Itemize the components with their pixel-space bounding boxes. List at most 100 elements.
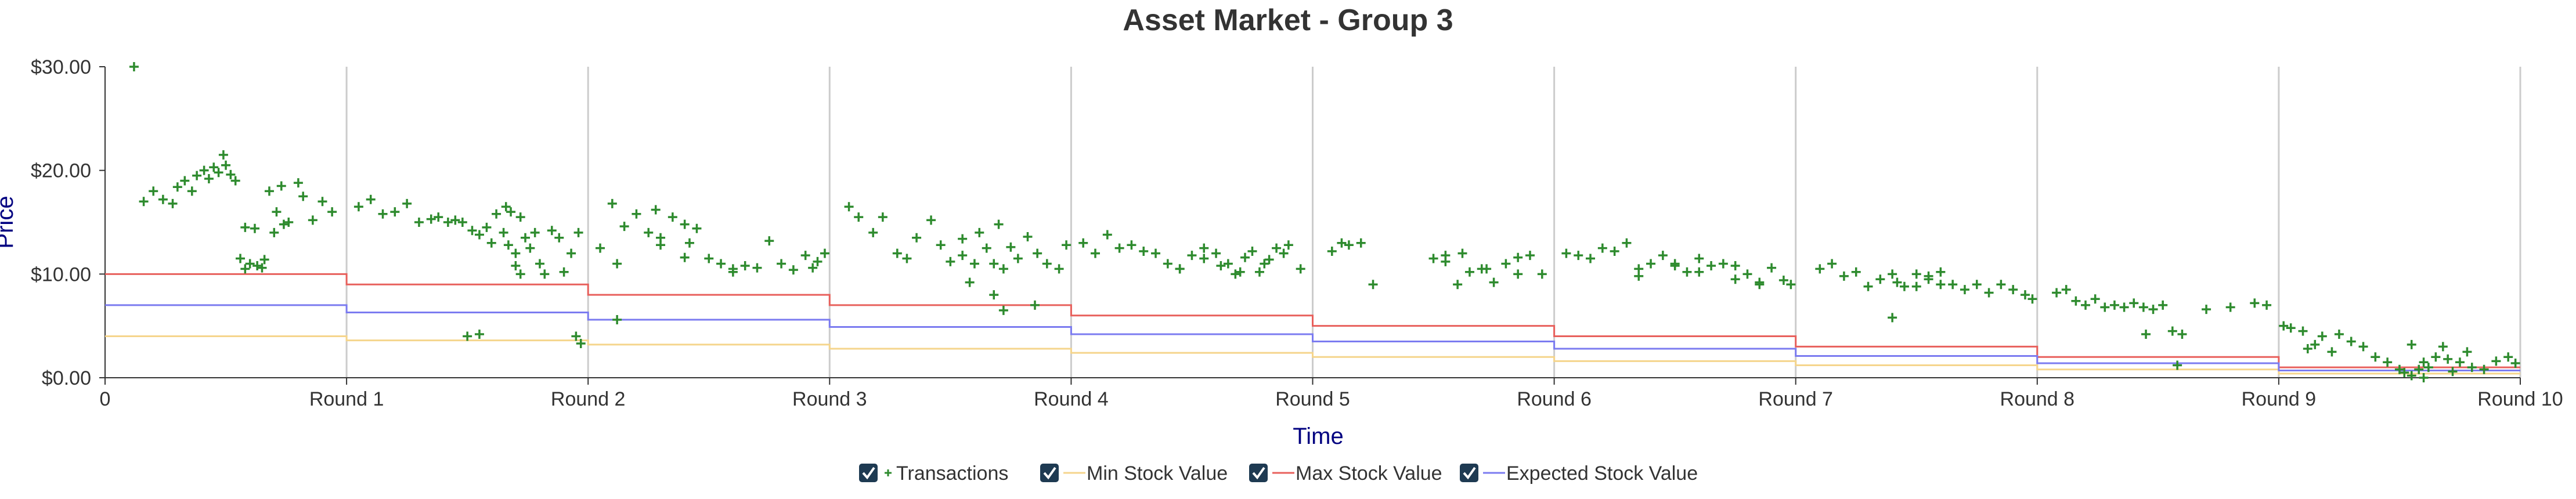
y-tick-label: $10.00	[31, 263, 91, 285]
transaction-point	[632, 209, 641, 219]
transaction-point	[443, 218, 453, 227]
transaction-point	[596, 243, 605, 253]
transaction-point	[209, 162, 219, 172]
transaction-point	[969, 259, 979, 269]
transaction-point	[515, 269, 525, 279]
transaction-point	[214, 168, 223, 178]
x-tick-label: Round 6	[1517, 388, 1592, 410]
transaction-point	[2371, 352, 2380, 362]
transaction-point	[1151, 248, 1161, 258]
transaction-point	[998, 305, 1008, 315]
legend-checkbox[interactable]	[1040, 464, 1059, 482]
legend-checkbox[interactable]	[859, 464, 878, 482]
transaction-point	[2109, 300, 2119, 310]
transaction-point	[1235, 267, 1245, 277]
transaction-point	[1428, 254, 1438, 263]
transaction-point	[1296, 264, 1305, 274]
transaction-point	[2129, 298, 2139, 308]
check-icon	[1463, 467, 1476, 480]
transaction-point	[680, 219, 690, 229]
transaction-point	[474, 230, 484, 240]
legend-checkbox[interactable]	[1460, 464, 1478, 482]
transaction-point	[1023, 232, 1033, 242]
transaction-point	[414, 218, 424, 227]
transaction-point	[2462, 347, 2472, 357]
legend-label: Min Stock Value	[1087, 462, 1228, 484]
transaction-point	[463, 331, 472, 341]
transaction-point	[204, 173, 214, 183]
transaction-point	[2414, 364, 2424, 374]
transaction-point	[276, 181, 286, 191]
transaction-point	[1682, 267, 1692, 277]
transaction-point	[982, 243, 991, 253]
transaction-point	[1368, 280, 1378, 290]
series-line-expected-stock-value	[105, 304, 2520, 371]
transaction-point	[1260, 259, 1269, 269]
transaction-point	[1597, 243, 1607, 253]
transaction-point	[180, 176, 190, 186]
transaction-point	[2225, 302, 2235, 312]
y-axis-ticks: $0.00 $10.00 $20.00 $30.00	[31, 56, 105, 389]
transaction-point	[820, 248, 829, 258]
transaction-point	[965, 277, 975, 287]
transaction-point	[1283, 240, 1293, 250]
transaction-point	[788, 265, 798, 275]
transaction-point	[402, 198, 412, 208]
transaction-point	[2467, 363, 2477, 373]
transaction-point	[547, 226, 557, 236]
transaction-point	[2071, 296, 2081, 306]
transaction-point	[226, 169, 236, 179]
transaction-point	[1513, 269, 1523, 279]
transaction-point	[1755, 277, 1765, 287]
transaction-point	[1464, 267, 1474, 277]
transaction-point	[467, 226, 477, 236]
transaction-point	[1453, 280, 1463, 290]
transaction-point	[129, 62, 139, 71]
transaction-point	[245, 259, 255, 269]
transaction-point	[619, 222, 629, 232]
transaction-point	[1078, 238, 1088, 248]
transaction-point	[2148, 305, 2158, 314]
transaction-point	[1199, 254, 1209, 263]
transaction-point	[892, 248, 902, 258]
transaction-point	[236, 254, 246, 263]
legend-item-min-stock-value[interactable]: Min Stock Value	[1040, 462, 1228, 484]
transaction-point	[2061, 285, 2071, 295]
transaction-point	[1216, 261, 1226, 271]
transaction-point	[1996, 280, 2006, 290]
transaction-point	[607, 198, 617, 208]
transaction-point	[530, 227, 540, 237]
legend-item-max-stock-value[interactable]: Max Stock Value	[1249, 462, 1442, 484]
transaction-point	[571, 331, 581, 341]
transaction-point	[1863, 281, 1873, 291]
transaction-point	[501, 202, 511, 212]
transaction-point	[651, 205, 661, 215]
transaction-point	[813, 256, 822, 266]
legend-label: Max Stock Value	[1296, 462, 1442, 484]
transaction-point	[1911, 269, 1921, 279]
transaction-point	[612, 314, 622, 324]
transaction-point	[1586, 254, 1596, 263]
legend-checkbox[interactable]	[1249, 464, 1268, 482]
transaction-point	[2491, 356, 2501, 366]
transaction-point	[482, 222, 492, 232]
transaction-point	[1327, 247, 1337, 256]
transaction-point	[298, 191, 308, 201]
transaction-point	[284, 218, 294, 227]
transaction-point	[259, 255, 269, 265]
transaction-point	[1175, 264, 1185, 274]
transaction-point	[2346, 337, 2356, 346]
legend-item-expected-stock-value[interactable]: Expected Stock Value	[1460, 462, 1698, 484]
transaction-point	[1936, 280, 1946, 290]
transaction-point	[2448, 367, 2458, 377]
transaction-point	[1924, 274, 1933, 284]
transaction-point	[378, 209, 388, 219]
transaction-point	[1936, 267, 1946, 277]
transaction-point	[1622, 238, 1632, 248]
x-tick-label: Round 10	[2477, 388, 2563, 410]
transaction-point	[936, 240, 946, 250]
transaction-point	[764, 236, 774, 246]
legend-item-transactions[interactable]: Transactions	[859, 462, 1008, 484]
transaction-point	[158, 194, 168, 204]
transaction-point	[2177, 329, 2187, 339]
